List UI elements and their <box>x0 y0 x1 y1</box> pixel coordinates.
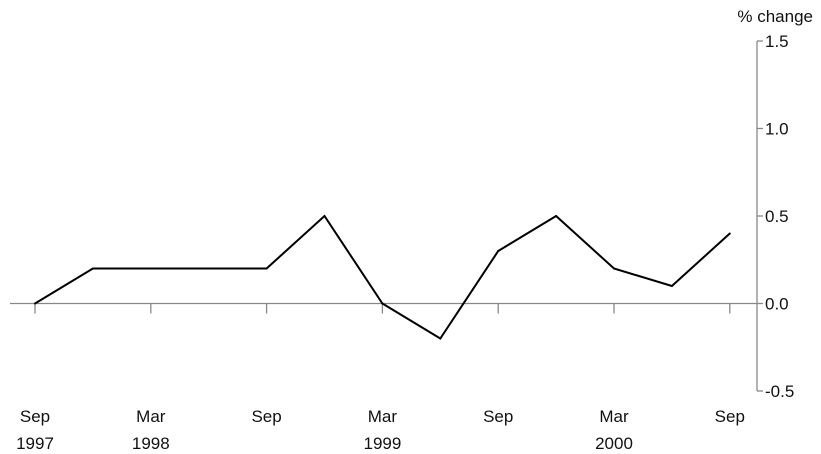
data-point <box>555 215 558 217</box>
x-tick-label-month: Mar <box>136 407 166 426</box>
x-tick-label-month: Sep <box>251 407 281 426</box>
data-point <box>613 267 615 270</box>
y-tick-label: 1.0 <box>765 120 789 139</box>
x-tick-label-year: 2000 <box>595 434 633 453</box>
data-point <box>728 232 731 235</box>
x-tick-label-month: Sep <box>20 407 50 426</box>
data-point <box>34 302 36 305</box>
y-axis-unit-label: % change <box>737 7 813 26</box>
y-tick-label: 1.5 <box>765 32 789 51</box>
data-point <box>381 302 384 305</box>
data-point <box>91 267 94 270</box>
x-tick-label-year: 1998 <box>132 434 170 453</box>
y-tick-label: -0.5 <box>765 382 794 401</box>
axes <box>10 40 763 392</box>
x-tick-label-month: Mar <box>368 407 398 426</box>
data-point <box>323 215 326 217</box>
data-point <box>497 250 500 252</box>
data-point <box>670 285 673 287</box>
data-point <box>265 267 268 270</box>
data-point <box>207 267 210 270</box>
data-point <box>149 267 152 270</box>
y-tick-label: 0.5 <box>765 207 789 226</box>
x-tick-label-year: 1997 <box>16 434 54 453</box>
data-point <box>439 337 442 340</box>
x-tick-label-month: Sep <box>715 407 745 426</box>
y-tick-label: 0.0 <box>765 295 789 314</box>
tick-labels: 1.5 1.0 0.5 0.0 -0.5 Sep 1997 Mar 1998 Sep Mar 1999… <box>16 32 794 453</box>
x-tick-label-month: Mar <box>599 407 629 426</box>
x-tick-label-year: 1999 <box>363 434 401 453</box>
data-marks <box>34 214 731 340</box>
series-line <box>34 214 731 340</box>
x-tick-label-month: Sep <box>483 407 513 426</box>
